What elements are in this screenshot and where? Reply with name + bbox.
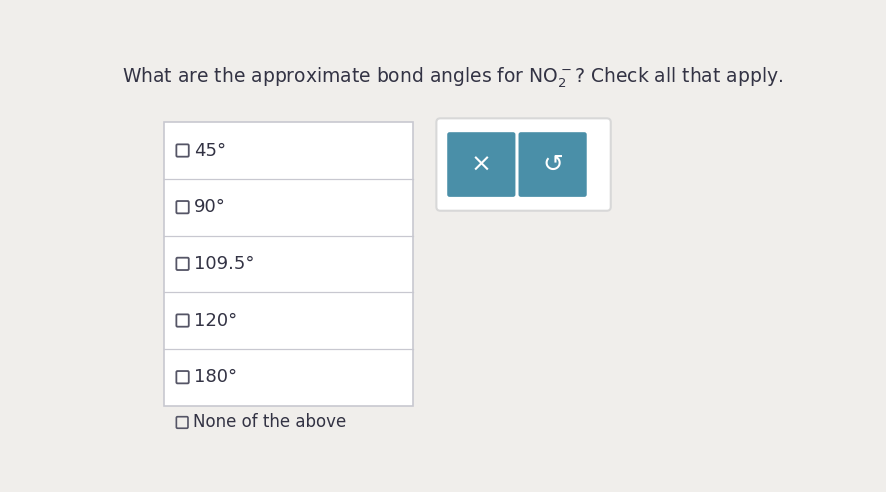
Text: 120°: 120°	[193, 311, 237, 330]
FancyBboxPatch shape	[436, 119, 610, 211]
Text: ↺: ↺	[541, 153, 563, 177]
Text: 180°: 180°	[193, 368, 237, 386]
Text: None of the above: None of the above	[193, 413, 346, 431]
Text: ×: ×	[470, 153, 491, 177]
Text: 90°: 90°	[193, 198, 225, 216]
FancyBboxPatch shape	[163, 122, 413, 405]
Text: 45°: 45°	[193, 142, 226, 159]
FancyBboxPatch shape	[518, 132, 586, 197]
FancyBboxPatch shape	[447, 132, 515, 197]
Text: 109.5°: 109.5°	[193, 255, 254, 273]
Text: What are the approximate bond angles for $\mathregular{NO_2^-}$? Check all that : What are the approximate bond angles for…	[121, 65, 782, 90]
